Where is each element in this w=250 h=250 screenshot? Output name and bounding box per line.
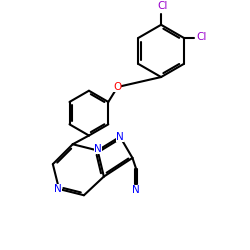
Text: N: N — [132, 184, 140, 194]
Text: Cl: Cl — [157, 1, 168, 11]
Text: N: N — [116, 132, 124, 142]
Text: N: N — [54, 184, 62, 194]
Text: Cl: Cl — [196, 32, 207, 42]
Text: N: N — [94, 144, 102, 154]
Text: O: O — [113, 82, 121, 92]
